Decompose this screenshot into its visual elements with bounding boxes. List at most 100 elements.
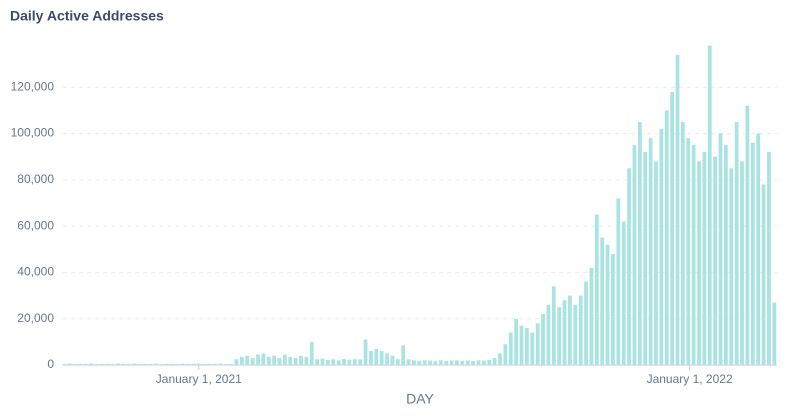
bar bbox=[707, 45, 712, 365]
bar bbox=[116, 363, 121, 365]
bar bbox=[250, 358, 255, 365]
bar bbox=[239, 356, 244, 365]
bar bbox=[89, 363, 94, 365]
bar bbox=[465, 360, 470, 365]
bar bbox=[132, 363, 137, 365]
bar bbox=[272, 355, 276, 365]
bar bbox=[750, 142, 755, 365]
y-tick-label: 100,000 bbox=[11, 126, 55, 140]
bar bbox=[180, 363, 185, 365]
bar bbox=[471, 361, 475, 365]
y-tick-label: 120,000 bbox=[11, 79, 55, 93]
bar bbox=[196, 363, 201, 365]
bar bbox=[315, 359, 320, 365]
bar bbox=[643, 152, 648, 365]
bar bbox=[605, 244, 610, 365]
bar bbox=[697, 161, 701, 365]
bar bbox=[761, 184, 766, 365]
bar bbox=[100, 363, 104, 365]
bar bbox=[94, 364, 99, 365]
bar bbox=[73, 364, 77, 365]
bar bbox=[621, 221, 626, 365]
bar bbox=[363, 339, 368, 365]
bar bbox=[137, 364, 142, 365]
bar bbox=[772, 302, 777, 365]
y-tick-label: 80,000 bbox=[17, 172, 54, 186]
bar bbox=[320, 358, 325, 365]
bar bbox=[299, 355, 303, 365]
bar bbox=[336, 360, 341, 365]
bar bbox=[584, 281, 588, 365]
bar bbox=[256, 354, 260, 365]
bar bbox=[412, 360, 416, 365]
bar bbox=[326, 359, 330, 365]
bar bbox=[611, 253, 615, 365]
bar bbox=[438, 360, 443, 365]
bar bbox=[557, 307, 562, 365]
bar bbox=[110, 364, 115, 365]
bar bbox=[62, 363, 67, 365]
bar bbox=[202, 364, 207, 365]
bar bbox=[369, 351, 373, 365]
bar bbox=[358, 359, 363, 365]
bar bbox=[724, 145, 728, 365]
bar bbox=[433, 360, 438, 365]
bar bbox=[83, 363, 88, 365]
bar bbox=[519, 325, 524, 365]
bar bbox=[627, 168, 631, 365]
y-tick-label: 0 bbox=[47, 357, 54, 371]
bar bbox=[713, 156, 718, 365]
bar bbox=[637, 122, 642, 365]
bar bbox=[223, 364, 228, 365]
bar bbox=[282, 354, 287, 365]
bar bbox=[487, 359, 492, 365]
bar bbox=[691, 145, 696, 365]
bar bbox=[734, 122, 739, 365]
bar bbox=[175, 364, 180, 365]
x-tick-label: January 1, 2022 bbox=[647, 372, 733, 386]
bar bbox=[589, 267, 594, 365]
bar bbox=[331, 359, 336, 365]
bar bbox=[670, 91, 675, 366]
bar bbox=[148, 363, 153, 365]
bar bbox=[568, 295, 572, 365]
bar bbox=[756, 133, 761, 365]
bar bbox=[476, 360, 481, 365]
bar bbox=[648, 138, 653, 365]
bar bbox=[551, 286, 556, 365]
bar bbox=[385, 353, 389, 365]
bar bbox=[121, 363, 126, 365]
x-tick-label: January 1, 2021 bbox=[156, 372, 242, 386]
bar bbox=[245, 355, 250, 365]
bar bbox=[374, 348, 379, 365]
bar bbox=[745, 105, 750, 366]
bar bbox=[395, 359, 400, 365]
bar bbox=[67, 363, 72, 365]
bar bbox=[159, 364, 164, 365]
bar bbox=[266, 356, 271, 365]
bar bbox=[170, 363, 174, 365]
bar bbox=[680, 122, 685, 365]
bar bbox=[498, 353, 502, 365]
chart-title: Daily Active Addresses bbox=[10, 8, 164, 24]
bar bbox=[293, 358, 298, 365]
y-tick-label: 20,000 bbox=[17, 311, 54, 325]
bar bbox=[347, 359, 352, 365]
bar bbox=[422, 360, 427, 365]
bar bbox=[594, 214, 599, 365]
bar bbox=[309, 341, 314, 365]
bar bbox=[729, 168, 734, 365]
bar bbox=[460, 360, 465, 365]
bar bbox=[261, 353, 266, 365]
bar bbox=[600, 237, 605, 365]
bar bbox=[379, 351, 384, 365]
bar bbox=[164, 363, 169, 365]
bar bbox=[654, 161, 658, 365]
bar bbox=[546, 304, 551, 365]
bar bbox=[562, 300, 567, 365]
bar bbox=[492, 358, 497, 365]
bar bbox=[514, 318, 519, 365]
bar bbox=[213, 363, 217, 365]
bar bbox=[525, 327, 529, 365]
